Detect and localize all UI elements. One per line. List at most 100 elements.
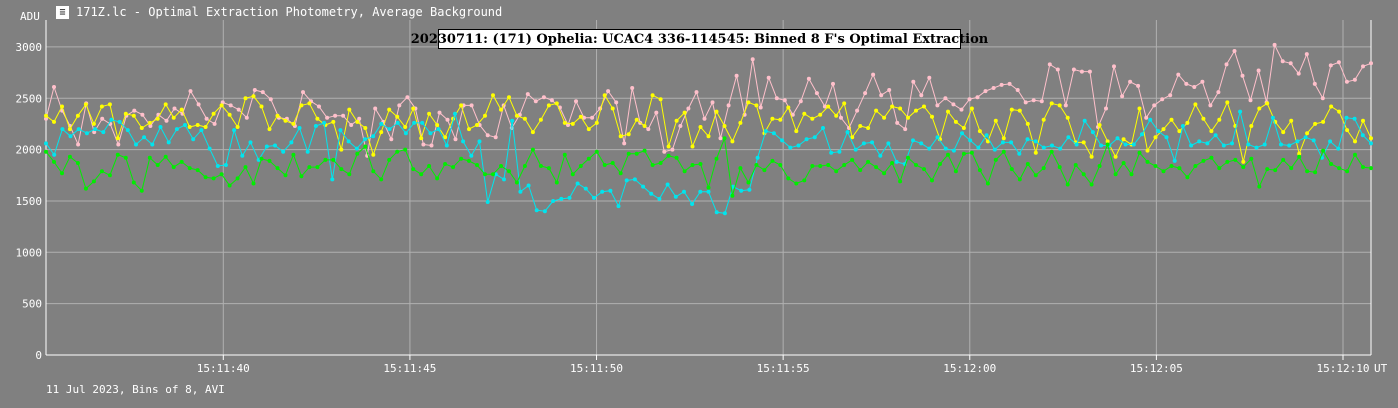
data-point (788, 145, 793, 150)
data-point (52, 159, 56, 164)
data-point (297, 126, 302, 130)
data-point (726, 103, 731, 108)
data-point (673, 194, 678, 199)
chart-title-box: 20230711: (171) Ophelia: UCAC4 336-11454… (411, 29, 988, 49)
data-point (267, 158, 272, 163)
data-point (1257, 106, 1262, 111)
data-point (163, 102, 168, 107)
data-point (642, 124, 647, 128)
data-point (469, 103, 474, 108)
data-point (1221, 143, 1226, 148)
data-point (322, 120, 327, 125)
tick-labels: 0 500 1000 1500 2000 2500 3000 15:11:40 15:11:45… (16, 41, 1370, 375)
data-point (590, 115, 595, 120)
data-point (493, 135, 498, 140)
data-point (943, 146, 948, 151)
data-point (1099, 143, 1104, 148)
data-point (930, 178, 934, 183)
data-point (1192, 85, 1197, 89)
data-point (123, 111, 128, 116)
data-point (829, 150, 834, 155)
data-point (706, 189, 711, 194)
data-point (722, 136, 727, 141)
data-point (992, 147, 997, 152)
data-point (943, 96, 948, 101)
data-point (698, 125, 703, 129)
series-0 (44, 42, 1373, 158)
data-point (346, 139, 351, 144)
data-point (682, 110, 687, 115)
data-point (467, 158, 471, 163)
data-point (600, 189, 605, 194)
data-point (1288, 61, 1293, 66)
data-point (510, 118, 515, 123)
data-point (518, 189, 523, 194)
data-point (1257, 184, 1262, 189)
data-point (546, 103, 551, 108)
data-point (794, 129, 799, 134)
data-point (1176, 72, 1181, 77)
data-point (594, 120, 599, 125)
data-point (187, 166, 192, 171)
data-point (1017, 177, 1022, 182)
data-point (874, 108, 879, 113)
x-tick-label: 15:12:10 (1317, 362, 1370, 375)
data-point (1337, 109, 1342, 114)
data-point (1213, 133, 1218, 138)
y-tick-label: 1500 (16, 195, 43, 208)
data-point (507, 95, 511, 100)
data-point (1041, 166, 1046, 171)
data-point (606, 89, 611, 94)
data-point (967, 97, 972, 102)
data-point (1287, 143, 1292, 148)
data-point (1065, 115, 1070, 120)
data-point (562, 120, 567, 125)
data-point (187, 125, 192, 129)
data-point (747, 187, 752, 192)
data-point (491, 93, 495, 98)
data-point (1200, 79, 1205, 84)
data-point (99, 104, 104, 109)
data-point (211, 111, 216, 116)
data-point (586, 127, 591, 132)
data-point (75, 161, 80, 165)
data-point (1000, 140, 1005, 145)
data-point (477, 139, 482, 144)
data-point (259, 156, 264, 161)
data-point (83, 102, 88, 107)
data-point (485, 200, 490, 204)
chart-title: 20230711: (171) Ophelia: UCAC4 336-11454… (410, 31, 989, 47)
data-point (459, 103, 464, 108)
data-point (379, 130, 384, 135)
data-point (1169, 117, 1174, 122)
data-point (92, 130, 97, 135)
data-point (861, 141, 866, 146)
data-point (195, 123, 200, 127)
data-point (914, 163, 918, 167)
data-point (1081, 172, 1086, 177)
data-point (674, 118, 679, 123)
data-point (1337, 166, 1342, 171)
data-point (204, 116, 209, 121)
data-point (1329, 162, 1334, 166)
data-point (1145, 148, 1150, 153)
data-point (898, 179, 903, 184)
data-point (1281, 130, 1286, 135)
data-point (354, 146, 359, 151)
data-point (1279, 142, 1283, 147)
data-point (148, 124, 153, 128)
data-point (1148, 117, 1153, 122)
data-point (602, 163, 607, 167)
data-point (75, 113, 80, 118)
data-point (1256, 68, 1261, 73)
data-point (363, 137, 367, 142)
data-point (1249, 156, 1254, 161)
data-point (174, 127, 179, 132)
data-point (882, 171, 887, 176)
data-point (946, 152, 950, 157)
data-point (403, 147, 408, 152)
data-point (403, 131, 408, 136)
data-point (1246, 142, 1251, 147)
data-point (1313, 170, 1318, 175)
data-point (313, 124, 318, 128)
